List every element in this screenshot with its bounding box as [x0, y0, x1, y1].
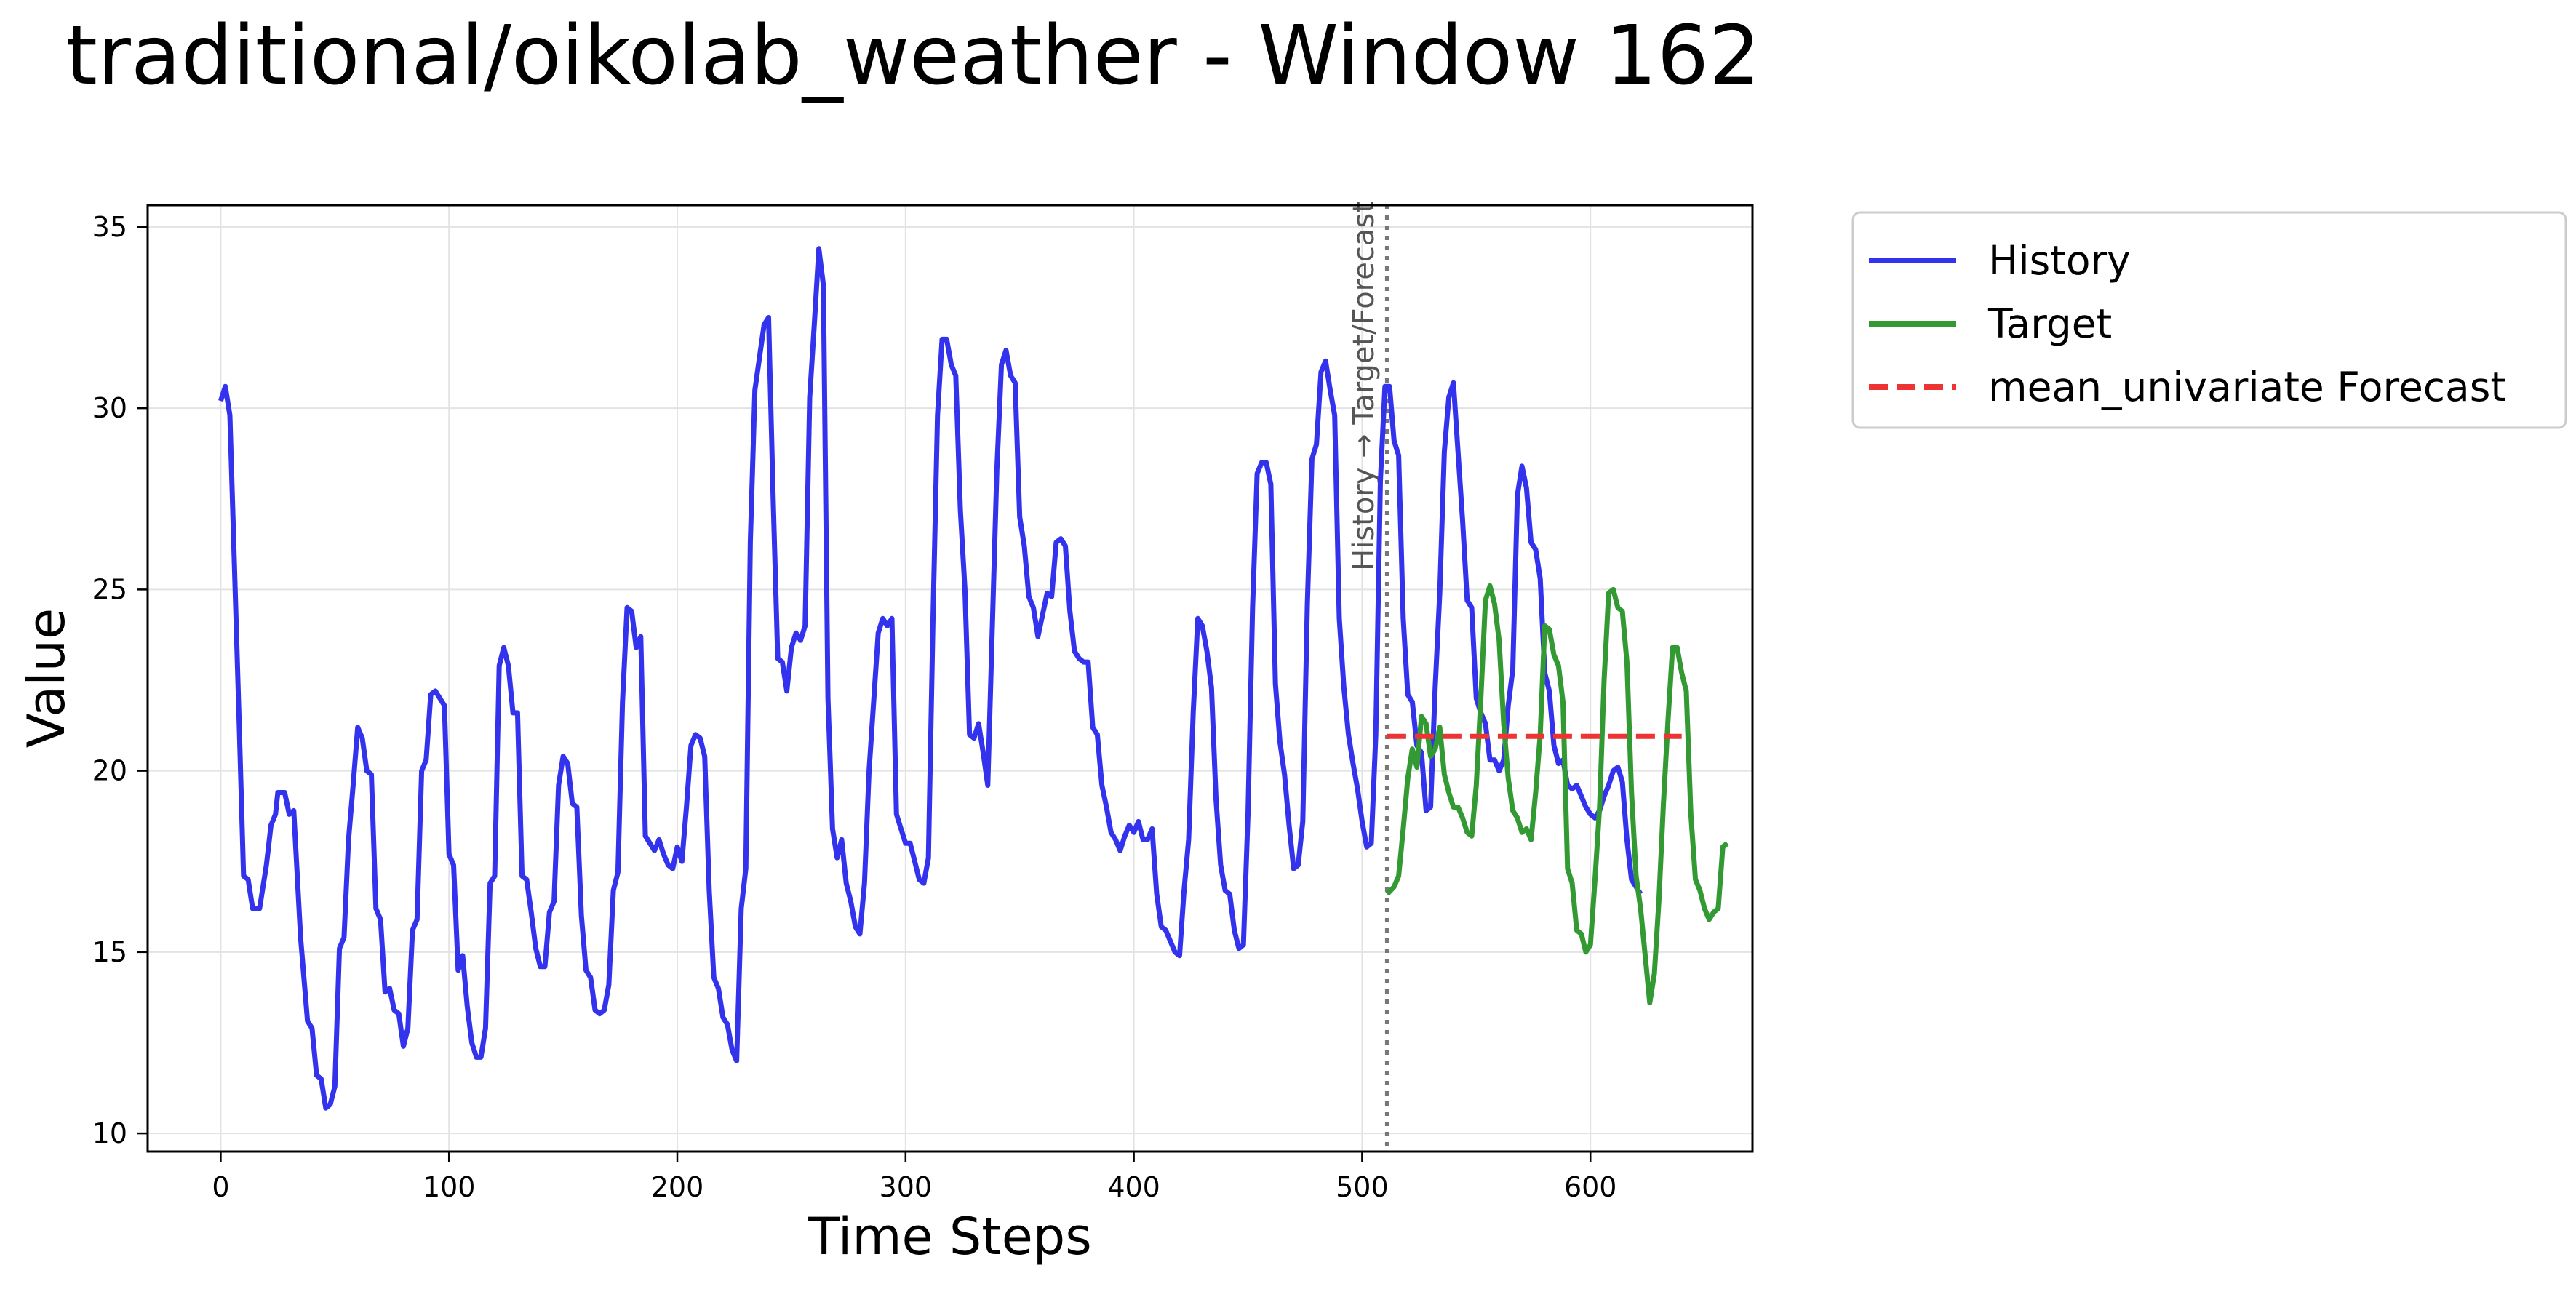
x-tick-label: 500 [1336, 1171, 1389, 1203]
y-tick-label: 20 [92, 755, 127, 787]
series-line-history [218, 246, 1643, 1111]
series-layer [218, 246, 1729, 1111]
y-tick-label: 30 [92, 392, 127, 424]
x-tick-label: 600 [1564, 1171, 1617, 1203]
y-tick-label: 15 [92, 936, 127, 968]
legend-box [1851, 211, 2567, 429]
x-tick-label: 0 [212, 1171, 229, 1203]
x-axis-label: Time Steps [808, 1207, 1091, 1266]
legend-label-forecast: mean_univariate Forecast [1988, 364, 2506, 410]
divider-label: History → Target/Forecast [1347, 201, 1381, 571]
x-tick-label: 200 [651, 1171, 704, 1203]
divider-layer: History → Target/Forecast [1347, 201, 1389, 1152]
y-tick-label: 35 [92, 211, 127, 243]
y-tick-label: 10 [92, 1117, 127, 1149]
series-line-target [1385, 583, 1729, 1006]
legend-label-history: History [1988, 237, 2131, 284]
y-axis-label: Value [17, 608, 76, 748]
legend-label-target: Target [1987, 300, 2112, 347]
grid-lines [148, 205, 1752, 1152]
x-tick-label: 400 [1107, 1171, 1160, 1203]
axis-ticks: 0 100 200 300 400 500 600 10 15 20 25 30 35 [92, 211, 1617, 1203]
x-tick-label: 100 [423, 1171, 476, 1203]
legend: History Target mean_univariate Forecast [1851, 211, 2567, 429]
x-tick-label: 300 [880, 1171, 933, 1203]
plot-area-frame [146, 204, 1754, 1153]
y-tick-label: 25 [92, 573, 127, 605]
page-title: traditional/oikolab_weather - Window 162 [65, 9, 1761, 103]
